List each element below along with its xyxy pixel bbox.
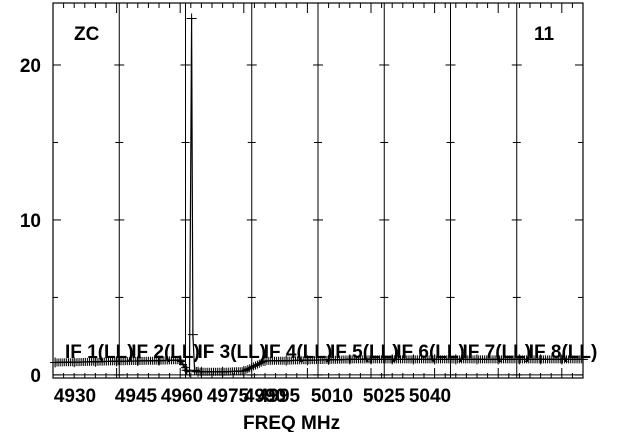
data-point	[111, 356, 122, 367]
x-tick-label: 5040	[409, 386, 451, 407]
data-point	[192, 367, 201, 375]
corner-label-right: 11	[534, 24, 555, 45]
if-labels: IF 1(LL)IF 2(LL)IF 3(LL)IF 4(LL)IF 5(LL)…	[65, 342, 597, 363]
x-tick-label: 5010	[311, 386, 353, 407]
data-point	[408, 354, 419, 365]
data-point	[323, 354, 334, 365]
corner-label-left: ZC	[74, 24, 100, 45]
if-label: IF 4(LL)	[264, 342, 333, 363]
data-series	[50, 13, 588, 377]
data-point	[69, 357, 80, 368]
x-tick-label: 4945	[115, 386, 158, 407]
data-point	[241, 366, 250, 374]
data-point	[251, 361, 260, 370]
data-point	[50, 357, 61, 368]
data-point	[175, 355, 186, 366]
data-point	[366, 354, 376, 365]
data-point	[281, 355, 292, 366]
x-tick-label: 4995	[258, 386, 301, 407]
data-point	[302, 355, 313, 366]
if-label: IF 6(LL)	[396, 342, 465, 363]
if-label: IF 1(LL)	[65, 342, 134, 363]
x-tick-label: 5025	[363, 386, 406, 407]
data-point	[187, 329, 198, 340]
data-point	[260, 356, 270, 366]
y-tick-label: 10	[20, 211, 41, 232]
data-point	[255, 359, 264, 368]
data-point	[450, 354, 461, 365]
grid-lines	[118, 3, 518, 378]
x-tick-label: 4990	[244, 386, 286, 407]
data-point	[429, 354, 440, 365]
data-point	[90, 356, 101, 367]
data-point	[472, 354, 482, 365]
data-point	[514, 354, 525, 365]
if-label: IF 8(LL)	[529, 342, 598, 363]
data-point	[247, 363, 256, 372]
y-tick-label: 0	[30, 366, 41, 387]
data-point	[556, 354, 567, 365]
data-point	[154, 355, 164, 366]
y-tick-labels: 0 10 20	[20, 56, 41, 387]
y-tick-label: 20	[20, 56, 41, 77]
data-point	[257, 358, 266, 367]
data-point	[259, 357, 268, 366]
x-axis-title: FREQ MHz	[243, 413, 340, 432]
data-point	[387, 354, 398, 365]
if-label: IF 2(LL)	[131, 342, 200, 363]
data-point	[344, 354, 355, 365]
if-label: IF 7(LL)	[463, 342, 532, 363]
data-point	[249, 362, 258, 371]
data-point	[186, 13, 197, 24]
x-tick-label: 4975	[207, 386, 250, 407]
if-label: IF 5(LL)	[330, 342, 399, 363]
data-point	[243, 365, 252, 374]
x-tick-label: 4930	[54, 386, 96, 407]
x-tick-label: 4960	[161, 386, 203, 407]
axis-ticks	[52, 3, 584, 378]
data-point	[535, 354, 546, 365]
if-label: IF 3(LL)	[198, 342, 267, 363]
series-line	[55, 18, 583, 373]
data-point	[245, 364, 254, 373]
data-point	[493, 354, 504, 365]
data-point	[253, 360, 262, 369]
data-point	[132, 356, 143, 366]
